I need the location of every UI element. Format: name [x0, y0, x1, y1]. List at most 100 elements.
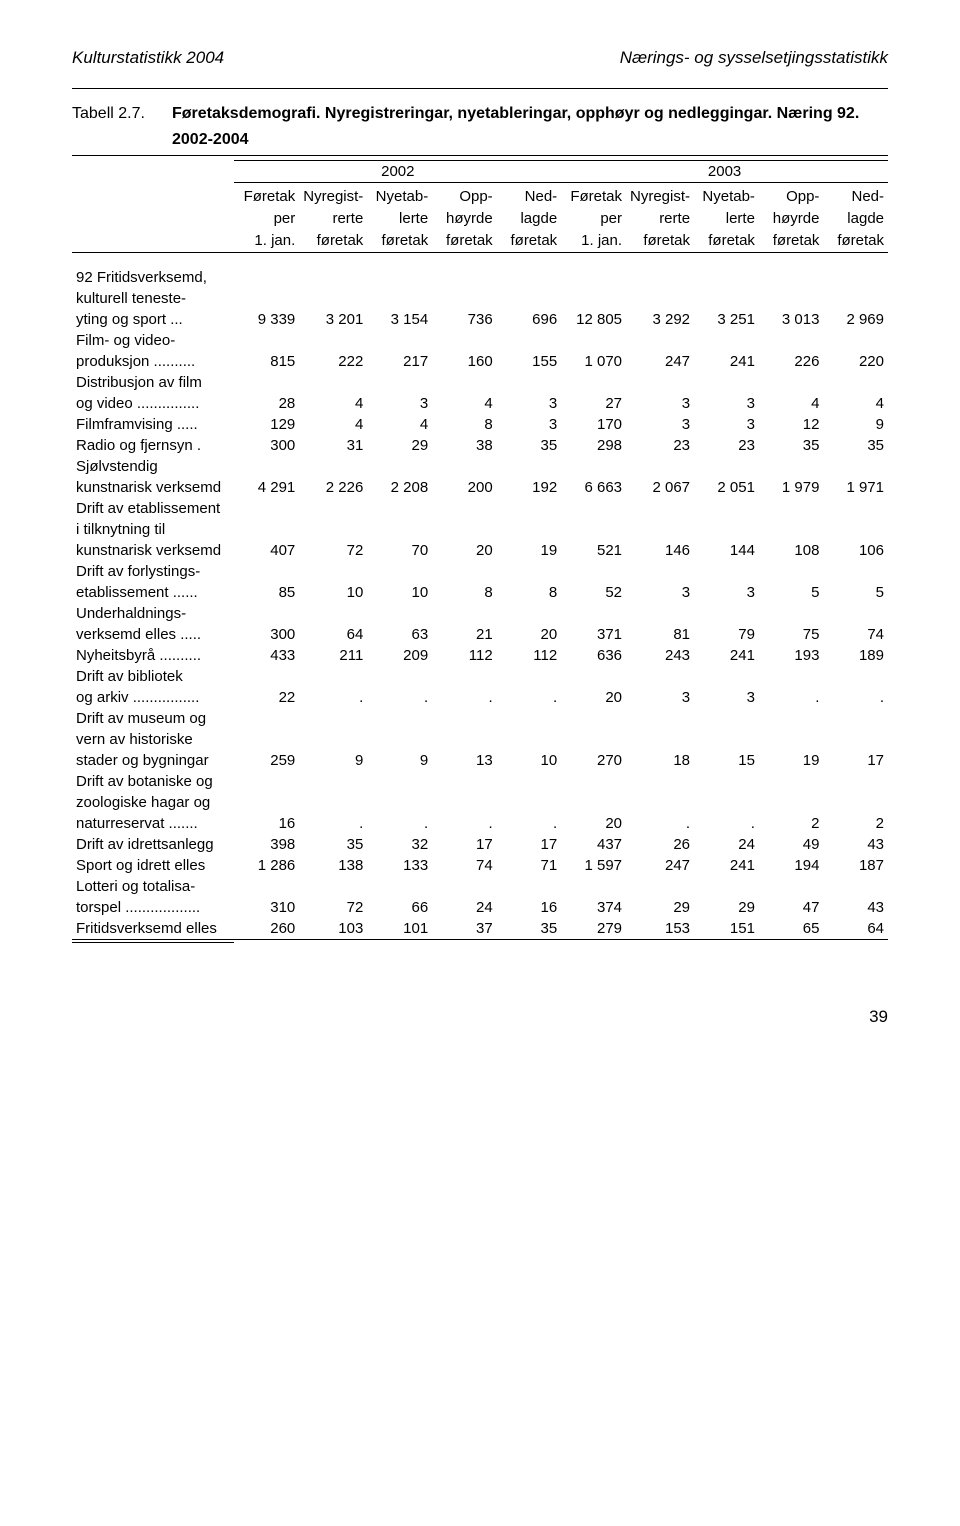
cell: 192 — [497, 477, 561, 498]
cell: . — [367, 813, 432, 834]
row-label: vern av historiske — [72, 729, 234, 750]
table-number: Tabell 2.7. — [72, 103, 172, 125]
cell: 155 — [497, 351, 561, 372]
cell: 29 — [626, 897, 694, 918]
cell: 15 — [694, 750, 759, 771]
cell: 49 — [759, 834, 823, 855]
col-h: rerte — [626, 208, 694, 230]
table-row: kunstnarisk verksemd40772702019521146144… — [72, 540, 888, 561]
table-row: verksemd elles .....30064632120371817975… — [72, 624, 888, 645]
cell: 5 — [759, 582, 823, 603]
cell: 3 — [694, 393, 759, 414]
col-header-row-2: per rerte lerte høyrde lagde per rerte l… — [72, 208, 888, 230]
col-h: Nyetab- — [694, 186, 759, 208]
cell: 12 — [759, 414, 823, 435]
cell: 133 — [367, 855, 432, 876]
cell: 241 — [694, 855, 759, 876]
col-h: lerte — [367, 208, 432, 230]
cell: 17 — [823, 750, 888, 771]
cell: 64 — [823, 918, 888, 940]
table-title-text: Føretaksdemografi. Nyregistreringar, nye… — [172, 103, 859, 125]
cell: 636 — [561, 645, 626, 666]
col-h: Ned- — [823, 186, 888, 208]
cell: 217 — [367, 351, 432, 372]
row-label: kunstnarisk verksemd — [72, 540, 234, 561]
col-h: føretak — [823, 230, 888, 253]
cell: 241 — [694, 645, 759, 666]
table-row: og video ...............284343273344 — [72, 393, 888, 414]
cell: 398 — [234, 834, 299, 855]
cell: 3 154 — [367, 309, 432, 330]
table-row: zoologiske hagar og — [72, 792, 888, 813]
cell: 1 971 — [823, 477, 888, 498]
cell: 222 — [299, 351, 367, 372]
cell: 19 — [497, 540, 561, 561]
cell: 79 — [694, 624, 759, 645]
cell: 37 — [432, 918, 496, 940]
row-label: og arkiv ................ — [72, 687, 234, 708]
row-label: Underhaldnings- — [72, 603, 234, 624]
cell: 72 — [299, 540, 367, 561]
cell: 43 — [823, 834, 888, 855]
cell: 52 — [561, 582, 626, 603]
row-label: stader og bygningar — [72, 750, 234, 771]
cell: 298 — [561, 435, 626, 456]
cell: 300 — [234, 435, 299, 456]
cell: 112 — [432, 645, 496, 666]
row-label: Drift av botaniske og — [72, 771, 234, 792]
cell: 16 — [234, 813, 299, 834]
table-row: Underhaldnings- — [72, 603, 888, 624]
cell: 407 — [234, 540, 299, 561]
row-label: Drift av museum og — [72, 708, 234, 729]
cell: 209 — [367, 645, 432, 666]
cell: 153 — [626, 918, 694, 940]
cell: 3 — [694, 414, 759, 435]
cell: 2 — [759, 813, 823, 834]
cell: . — [299, 687, 367, 708]
year-2003: 2003 — [561, 160, 888, 182]
table-row: Drift av forlystings- — [72, 561, 888, 582]
table-row: Drift av museum og — [72, 708, 888, 729]
cell: 194 — [759, 855, 823, 876]
col-h: 1. jan. — [561, 230, 626, 253]
cell: 20 — [497, 624, 561, 645]
cell: 160 — [432, 351, 496, 372]
row-label: Drift av idrettsanlegg — [72, 834, 234, 855]
cell: 20 — [432, 540, 496, 561]
cell: 300 — [234, 624, 299, 645]
table-row: Drift av idrettsanlegg398353217174372624… — [72, 834, 888, 855]
cell: 220 — [823, 351, 888, 372]
cell: 3 — [626, 582, 694, 603]
table-row: Nyheitsbyrå ..........433211209112112636… — [72, 645, 888, 666]
cell: 2 067 — [626, 477, 694, 498]
cell: 1 070 — [561, 351, 626, 372]
cell: 9 — [367, 750, 432, 771]
row-label: Fritidsverksemd elles — [72, 918, 234, 940]
running-header: Kulturstatistikk 2004 Nærings- og syssel… — [72, 48, 888, 68]
section-label-2: kulturell teneste- — [72, 288, 234, 309]
header-rule — [72, 88, 888, 89]
cell: 72 — [299, 897, 367, 918]
cell: 243 — [626, 645, 694, 666]
cell: 10 — [497, 750, 561, 771]
cell: 106 — [823, 540, 888, 561]
table-row: naturreservat .......16....20..22 — [72, 813, 888, 834]
cell: 736 — [432, 309, 496, 330]
cell: 20 — [561, 687, 626, 708]
cell: 19 — [759, 750, 823, 771]
cell: 35 — [497, 435, 561, 456]
cell: 35 — [759, 435, 823, 456]
cell: 279 — [561, 918, 626, 940]
cell: . — [432, 813, 496, 834]
cell: 2 208 — [367, 477, 432, 498]
cell: 23 — [626, 435, 694, 456]
col-h: Nyregist- — [299, 186, 367, 208]
col-h: føretak — [367, 230, 432, 253]
col-h: lagde — [823, 208, 888, 230]
row-label: Radio og fjernsyn . — [72, 435, 234, 456]
col-h: Føretak — [561, 186, 626, 208]
col-h: Ned- — [497, 186, 561, 208]
cell: 64 — [299, 624, 367, 645]
col-h: føretak — [626, 230, 694, 253]
row-label: Nyheitsbyrå .......... — [72, 645, 234, 666]
